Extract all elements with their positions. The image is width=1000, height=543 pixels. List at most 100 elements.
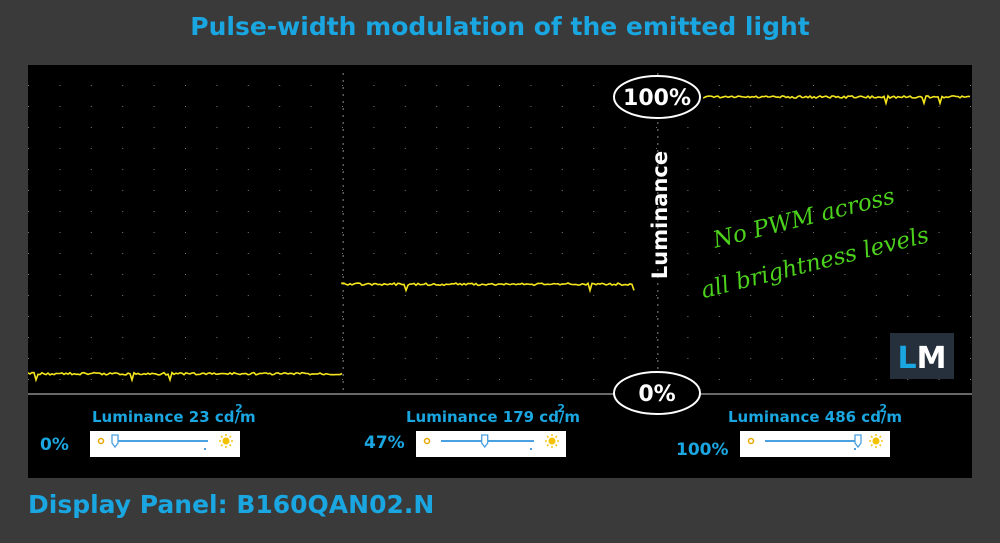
grid-dot: [436, 127, 438, 128]
dim-sun-icon: [97, 437, 105, 445]
grid-dot: [216, 148, 218, 149]
brightness-slider: [740, 431, 890, 457]
grid-dot: [436, 85, 438, 86]
grid-dot: [750, 358, 752, 359]
grid-dot: [781, 337, 783, 338]
grid-dot: [436, 106, 438, 107]
grid-dot: [561, 190, 563, 191]
grid-dot: [342, 337, 343, 338]
marker-text: 100%: [623, 86, 691, 111]
grid-dots: [28, 85, 971, 380]
division-tick: [342, 241, 344, 243]
grid-dot: [907, 169, 909, 170]
grid-dot: [467, 85, 469, 86]
grid-dot: [561, 211, 563, 212]
division-tick: [657, 199, 659, 201]
bright-sun-icon: [219, 434, 233, 448]
grid-dot: [593, 274, 595, 275]
bright-sun-icon: [869, 434, 883, 448]
grid-dot: [875, 379, 877, 380]
grid-dot: [813, 337, 814, 338]
grid-dot: [875, 148, 877, 149]
grid-dot: [59, 316, 61, 317]
grid-dot: [907, 379, 909, 380]
division-tick: [342, 171, 344, 173]
grid-dot: [59, 85, 61, 86]
grid-dot: [90, 253, 92, 254]
grid-dot: [907, 232, 909, 233]
grid-dot: [530, 358, 532, 359]
grid-dot: [153, 274, 155, 275]
division-tick: [342, 262, 344, 264]
division-tick: [342, 353, 344, 355]
grid-dot: [59, 274, 61, 275]
grid-dot: [185, 127, 186, 128]
grid-dot: [216, 85, 218, 86]
grid-dot: [656, 127, 657, 128]
grid-dot: [310, 379, 312, 380]
grid-dot: [875, 190, 877, 191]
chart-title: Pulse-width modulation of the emitted li…: [190, 12, 810, 41]
division-tick: [342, 276, 344, 278]
grid-dot: [122, 211, 124, 212]
division-tick: [342, 157, 344, 159]
grid-dot: [907, 190, 909, 191]
grid-dot: [750, 337, 752, 338]
grid-dot: [499, 85, 500, 86]
division-tick: [657, 157, 659, 159]
division-tick: [342, 192, 344, 194]
grid-dot: [624, 295, 626, 296]
grid-dot: [90, 169, 92, 170]
grid-dot: [624, 253, 626, 254]
grid-dot: [467, 127, 469, 128]
grid-dot: [718, 106, 720, 107]
grid-dot: [342, 127, 343, 128]
grid-dot: [656, 295, 657, 296]
division-tick: [342, 164, 344, 166]
grid-dot: [718, 127, 720, 128]
division-tick: [342, 332, 344, 334]
division-tick: [657, 171, 659, 173]
grid-dot: [153, 295, 155, 296]
grid-dot: [436, 232, 438, 233]
grid-dot: [247, 106, 249, 107]
grid-dot: [279, 337, 281, 338]
division-tick: [657, 220, 659, 222]
grid-dot: [656, 253, 657, 254]
grid-dot: [813, 295, 814, 296]
grid-dot: [624, 358, 626, 359]
grid-dot: [844, 169, 846, 170]
grid-dot: [938, 127, 940, 128]
sun-ray: [229, 435, 232, 438]
grid-dot: [561, 106, 563, 107]
grid-dot: [59, 253, 61, 254]
division-tick: [657, 269, 659, 271]
division-tick: [342, 227, 344, 229]
grid-dot: [310, 253, 312, 254]
grid-dot: [216, 169, 218, 170]
grid-dot: [875, 232, 877, 233]
grid-dot: [153, 232, 155, 233]
division-tick: [342, 311, 344, 313]
grid-dot: [28, 316, 29, 317]
grid-dot: [59, 190, 61, 191]
grid-dot: [216, 358, 218, 359]
grid-dot: [907, 316, 909, 317]
grid-dot: [59, 106, 61, 107]
grid-dot: [90, 358, 92, 359]
division-tick: [342, 325, 344, 327]
grid-dot: [404, 127, 406, 128]
grid-dot: [499, 232, 500, 233]
grid-dot: [624, 127, 626, 128]
grid-dot: [310, 148, 312, 149]
division-tick: [342, 381, 344, 383]
grid-dot: [467, 358, 469, 359]
grid-dot: [687, 295, 689, 296]
division-tick: [657, 325, 659, 327]
grid-dot: [530, 169, 532, 170]
grid-dot: [90, 232, 92, 233]
grid-dot: [373, 295, 375, 296]
grid-dot: [467, 295, 469, 296]
grid-dot: [844, 127, 846, 128]
grid-dot: [122, 127, 124, 128]
